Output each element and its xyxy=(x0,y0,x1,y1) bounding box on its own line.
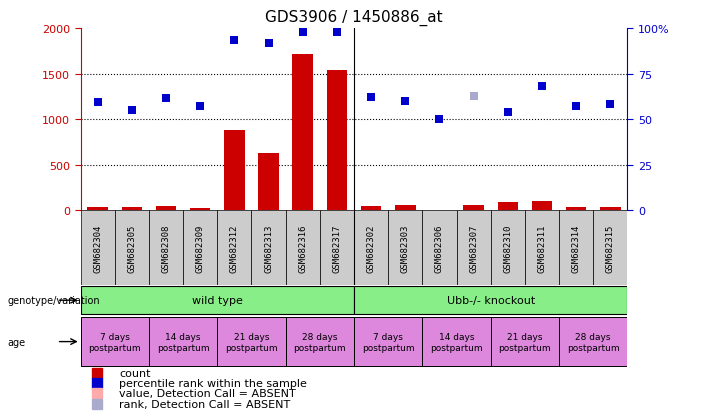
Text: GSM682314: GSM682314 xyxy=(571,224,580,272)
Bar xyxy=(252,211,286,285)
Bar xyxy=(498,203,518,211)
Text: GSM682310: GSM682310 xyxy=(503,224,512,272)
Text: 21 days
postpartum: 21 days postpartum xyxy=(225,332,278,352)
Bar xyxy=(593,211,627,285)
Bar xyxy=(463,205,484,211)
Text: GSM682313: GSM682313 xyxy=(264,224,273,272)
Text: GSM682302: GSM682302 xyxy=(367,224,376,272)
Text: GSM682308: GSM682308 xyxy=(161,224,170,272)
Bar xyxy=(81,317,149,367)
Bar xyxy=(600,208,620,211)
Text: GSM682304: GSM682304 xyxy=(93,224,102,272)
Text: 21 days
postpartum: 21 days postpartum xyxy=(498,332,551,352)
Bar xyxy=(559,211,593,285)
Bar xyxy=(149,317,217,367)
Text: GSM682316: GSM682316 xyxy=(298,224,307,272)
Bar xyxy=(559,317,627,367)
Text: GSM682306: GSM682306 xyxy=(435,224,444,272)
Bar xyxy=(286,211,320,285)
Text: 28 days
postpartum: 28 days postpartum xyxy=(294,332,346,352)
Bar xyxy=(491,317,559,367)
Text: 14 days
postpartum: 14 days postpartum xyxy=(157,332,210,352)
Text: age: age xyxy=(7,337,25,347)
Bar xyxy=(224,131,245,211)
Bar xyxy=(258,153,279,211)
Bar xyxy=(566,208,586,211)
Bar xyxy=(286,317,354,367)
Text: genotype/variation: genotype/variation xyxy=(7,295,100,306)
Bar xyxy=(354,287,627,314)
Bar xyxy=(456,211,491,285)
Bar xyxy=(115,211,149,285)
Text: Ubb-/- knockout: Ubb-/- knockout xyxy=(447,295,535,306)
Bar xyxy=(429,210,450,211)
Text: 14 days
postpartum: 14 days postpartum xyxy=(430,332,483,352)
Title: GDS3906 / 1450886_at: GDS3906 / 1450886_at xyxy=(265,10,443,26)
Bar xyxy=(190,208,210,211)
Text: GSM682307: GSM682307 xyxy=(469,224,478,272)
Text: GSM682305: GSM682305 xyxy=(128,224,137,272)
Text: value, Detection Call = ABSENT: value, Detection Call = ABSENT xyxy=(119,388,296,399)
Bar xyxy=(217,211,252,285)
Text: count: count xyxy=(119,368,151,378)
Text: GSM682303: GSM682303 xyxy=(401,224,410,272)
Bar xyxy=(354,211,388,285)
Bar xyxy=(149,211,183,285)
Text: 28 days
postpartum: 28 days postpartum xyxy=(567,332,620,352)
Bar xyxy=(122,207,142,211)
Text: 7 days
postpartum: 7 days postpartum xyxy=(362,332,414,352)
Bar xyxy=(320,211,354,285)
Bar xyxy=(395,205,416,211)
Text: wild type: wild type xyxy=(192,295,243,306)
Text: rank, Detection Call = ABSENT: rank, Detection Call = ABSENT xyxy=(119,399,290,409)
Text: GSM682311: GSM682311 xyxy=(538,224,547,272)
Text: GSM682309: GSM682309 xyxy=(196,224,205,272)
Bar xyxy=(217,317,286,367)
Bar xyxy=(81,211,115,285)
Text: 7 days
postpartum: 7 days postpartum xyxy=(88,332,141,352)
Bar xyxy=(354,317,422,367)
Bar xyxy=(292,55,313,211)
Text: GSM682317: GSM682317 xyxy=(332,224,341,272)
Bar xyxy=(361,206,381,211)
Bar xyxy=(81,287,354,314)
Bar xyxy=(156,206,176,211)
Text: percentile rank within the sample: percentile rank within the sample xyxy=(119,378,307,388)
Bar xyxy=(327,71,347,211)
Bar xyxy=(88,208,108,211)
Bar xyxy=(531,202,552,211)
Bar xyxy=(183,211,217,285)
Bar xyxy=(525,211,559,285)
Bar xyxy=(388,211,422,285)
Text: GSM682315: GSM682315 xyxy=(606,224,615,272)
Bar xyxy=(422,211,456,285)
Text: GSM682312: GSM682312 xyxy=(230,224,239,272)
Bar xyxy=(422,317,491,367)
Bar xyxy=(491,211,525,285)
